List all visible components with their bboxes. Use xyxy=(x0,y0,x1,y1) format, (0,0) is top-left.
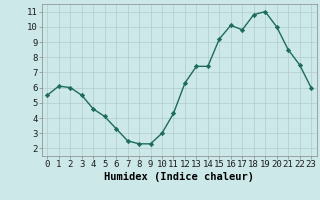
X-axis label: Humidex (Indice chaleur): Humidex (Indice chaleur) xyxy=(104,172,254,182)
